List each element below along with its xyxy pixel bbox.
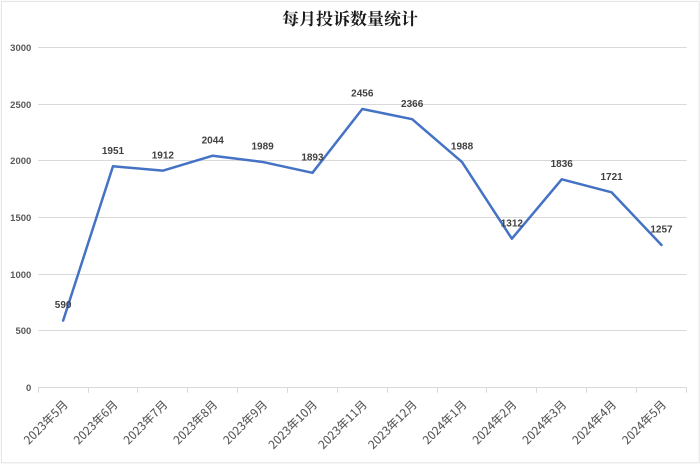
svg-text:1257: 1257 <box>650 225 673 236</box>
svg-text:2456: 2456 <box>351 89 374 100</box>
svg-text:1912: 1912 <box>152 150 175 161</box>
svg-text:2500: 2500 <box>10 100 31 111</box>
svg-text:2000: 2000 <box>10 156 31 167</box>
svg-text:3000: 3000 <box>10 43 31 54</box>
svg-text:2044: 2044 <box>202 135 225 146</box>
svg-text:1951: 1951 <box>102 146 125 157</box>
svg-text:2366: 2366 <box>401 99 424 110</box>
svg-text:500: 500 <box>15 326 31 337</box>
svg-text:1312: 1312 <box>501 218 524 229</box>
svg-text:1721: 1721 <box>600 172 623 183</box>
svg-text:1988: 1988 <box>451 142 474 153</box>
svg-text:590: 590 <box>55 300 72 311</box>
svg-text:1500: 1500 <box>10 213 31 224</box>
svg-text:1893: 1893 <box>301 152 324 163</box>
svg-text:1836: 1836 <box>551 159 574 170</box>
svg-text:0: 0 <box>26 383 31 394</box>
svg-text:1989: 1989 <box>251 142 274 153</box>
svg-text:1000: 1000 <box>10 270 31 281</box>
